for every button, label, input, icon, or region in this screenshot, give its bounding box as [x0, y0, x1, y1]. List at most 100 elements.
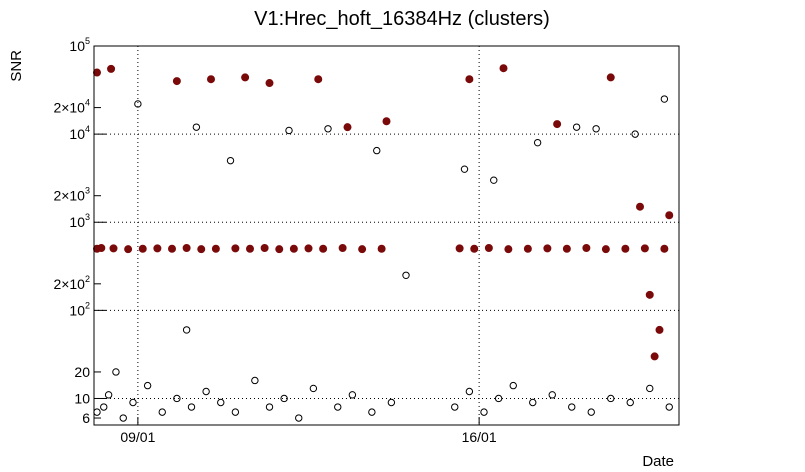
selected-cluster-point — [304, 244, 313, 253]
cluster-point — [309, 384, 318, 393]
y-tick-label: 102 — [69, 300, 90, 318]
cluster-point — [280, 394, 288, 403]
selected-cluster-point — [124, 245, 133, 254]
cluster-point — [265, 403, 274, 411]
cluster-point — [568, 403, 576, 411]
cluster-point — [192, 123, 201, 131]
cluster-point — [533, 138, 542, 147]
cluster-point — [402, 271, 410, 279]
y-tick-label: 2×104 — [53, 98, 90, 116]
cluster-point — [490, 176, 498, 184]
selected-cluster-point — [275, 245, 284, 254]
selected-cluster-point — [231, 244, 240, 253]
selected-cluster-point — [562, 244, 571, 253]
selected-cluster-point — [107, 64, 116, 73]
cluster-point — [460, 165, 469, 173]
cluster-point — [646, 384, 654, 393]
cluster-point — [334, 403, 342, 411]
series-selected — [93, 64, 674, 361]
selected-cluster-point — [382, 117, 391, 126]
cluster-point — [100, 403, 108, 411]
x-tick-label: 16/01 — [462, 429, 497, 445]
selected-cluster-point — [606, 73, 615, 82]
selected-cluster-point — [582, 244, 591, 253]
selected-cluster-point — [260, 244, 269, 253]
selected-cluster-point — [470, 244, 479, 253]
y-axis-label: SNR — [8, 50, 25, 82]
selected-cluster-point — [621, 244, 630, 253]
cluster-point — [509, 381, 517, 390]
cluster-point — [129, 398, 137, 407]
cluster-point — [217, 398, 225, 407]
selected-cluster-point — [138, 244, 147, 253]
selected-cluster-point — [182, 244, 191, 253]
cluster-point — [226, 156, 235, 165]
cluster-point — [631, 130, 639, 138]
cluster-point — [494, 394, 503, 403]
selected-cluster-point — [499, 64, 508, 73]
y-tick-label: 104 — [69, 124, 90, 142]
cluster-point — [134, 100, 142, 108]
cluster-point — [592, 125, 600, 133]
selected-cluster-point — [665, 211, 674, 220]
chart-title: V1:Hrec_hoft_16384Hz (clusters) — [254, 8, 550, 30]
selected-cluster-point — [465, 75, 474, 84]
cluster-point — [607, 394, 615, 403]
selected-cluster-point — [655, 325, 664, 334]
selected-cluster-point — [289, 244, 298, 253]
cluster-point — [187, 403, 196, 411]
selected-cluster-point — [484, 244, 493, 253]
cluster-point — [285, 126, 293, 135]
cluster-point — [295, 414, 303, 422]
y-tick-label: 2×102 — [53, 274, 90, 292]
cluster-point — [387, 398, 396, 407]
y-tick-label: 105 — [69, 36, 90, 54]
cluster-point — [368, 408, 376, 416]
selected-cluster-point — [645, 290, 654, 299]
selected-cluster-point — [245, 244, 254, 253]
selected-cluster-point — [523, 244, 532, 253]
selected-cluster-point — [660, 244, 669, 253]
cluster-point — [202, 387, 210, 396]
axes: 09/01 16/01 6 10 20 102 2×102 103 2×103 104 2×104 1… — [53, 36, 496, 445]
cluster-point — [587, 408, 595, 416]
cluster-point — [104, 391, 113, 399]
selected-cluster-point — [265, 79, 274, 88]
cluster-point — [465, 387, 474, 396]
selected-cluster-point — [197, 245, 206, 254]
y-tick-label: 2×103 — [53, 186, 90, 204]
selected-cluster-point — [377, 244, 386, 253]
cluster-point — [480, 408, 488, 416]
selected-cluster-point — [167, 244, 176, 253]
cluster-point — [348, 391, 357, 399]
x-tick-label: 09/01 — [120, 429, 155, 445]
selected-cluster-point — [504, 245, 513, 254]
cluster-point — [660, 95, 669, 103]
selected-cluster-point — [650, 352, 659, 361]
x-axis-label: Date — [642, 453, 674, 470]
cluster-point — [324, 125, 332, 133]
y-tick-label: 6 — [82, 410, 90, 426]
selected-cluster-point — [358, 245, 367, 254]
selected-cluster-point — [640, 244, 649, 253]
selected-cluster-point — [172, 77, 181, 86]
selected-cluster-point — [636, 202, 645, 211]
cluster-point — [251, 376, 259, 385]
selected-cluster-point — [553, 120, 562, 129]
selected-cluster-point — [153, 244, 162, 253]
selected-cluster-point — [338, 244, 347, 253]
series-all — [93, 95, 673, 422]
cluster-point — [572, 123, 581, 131]
y-tick-label: 103 — [69, 212, 90, 230]
selected-cluster-point — [314, 75, 323, 84]
selected-cluster-point — [455, 244, 464, 253]
selected-cluster-point — [543, 244, 552, 253]
y-tick-label: 20 — [74, 364, 90, 380]
cluster-point — [173, 394, 181, 403]
cluster-point — [548, 391, 556, 399]
plot-frame — [93, 45, 680, 426]
cluster-point — [451, 403, 459, 411]
selected-cluster-point — [241, 73, 250, 82]
